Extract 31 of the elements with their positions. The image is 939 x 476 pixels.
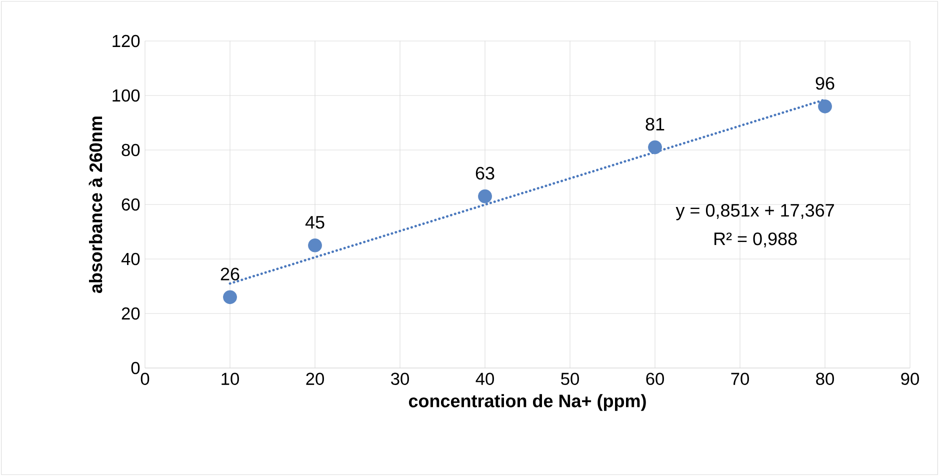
- point: [308, 238, 322, 252]
- x-tick-label: 50: [561, 372, 579, 385]
- point: [648, 140, 662, 154]
- x-tick-label: 60: [646, 372, 664, 385]
- x-tick-label: 10: [222, 372, 239, 385]
- annotation: y = 0,851x + 17,367: [676, 204, 834, 220]
- x-tick-label: 80: [816, 372, 834, 385]
- x-tick-label: 40: [476, 372, 494, 385]
- x-tick-label: 0: [140, 372, 150, 385]
- x-tick-label: 70: [731, 372, 749, 385]
- data-label: 81: [646, 118, 664, 131]
- y-tick-label: 20: [122, 307, 140, 320]
- y-tick-label: 40: [121, 252, 140, 266]
- y-tick-label: 120: [112, 34, 140, 48]
- x-tick-label: 20: [306, 372, 324, 385]
- x-axis-title: concentration de Na+ (ppm): [408, 394, 646, 411]
- x-tick-label: 30: [391, 372, 409, 385]
- data-label: 63: [476, 166, 494, 180]
- point: [223, 290, 237, 304]
- data-label: 96: [816, 76, 834, 90]
- annotation: R² = 0,988: [714, 232, 797, 248]
- point: [478, 189, 492, 204]
- y-tick-label: 100: [112, 89, 140, 102]
- point: [818, 99, 832, 114]
- data-label: 26: [220, 268, 240, 280]
- y-tick-label: 0: [131, 362, 140, 374]
- data-label: 45: [305, 216, 324, 229]
- x-tick-label: 90: [901, 372, 919, 385]
- y-tick-label: 80: [122, 144, 140, 156]
- y-tick-label: 60: [122, 198, 140, 211]
- y-axis-title: absorbance à 260nm: [88, 116, 102, 294]
